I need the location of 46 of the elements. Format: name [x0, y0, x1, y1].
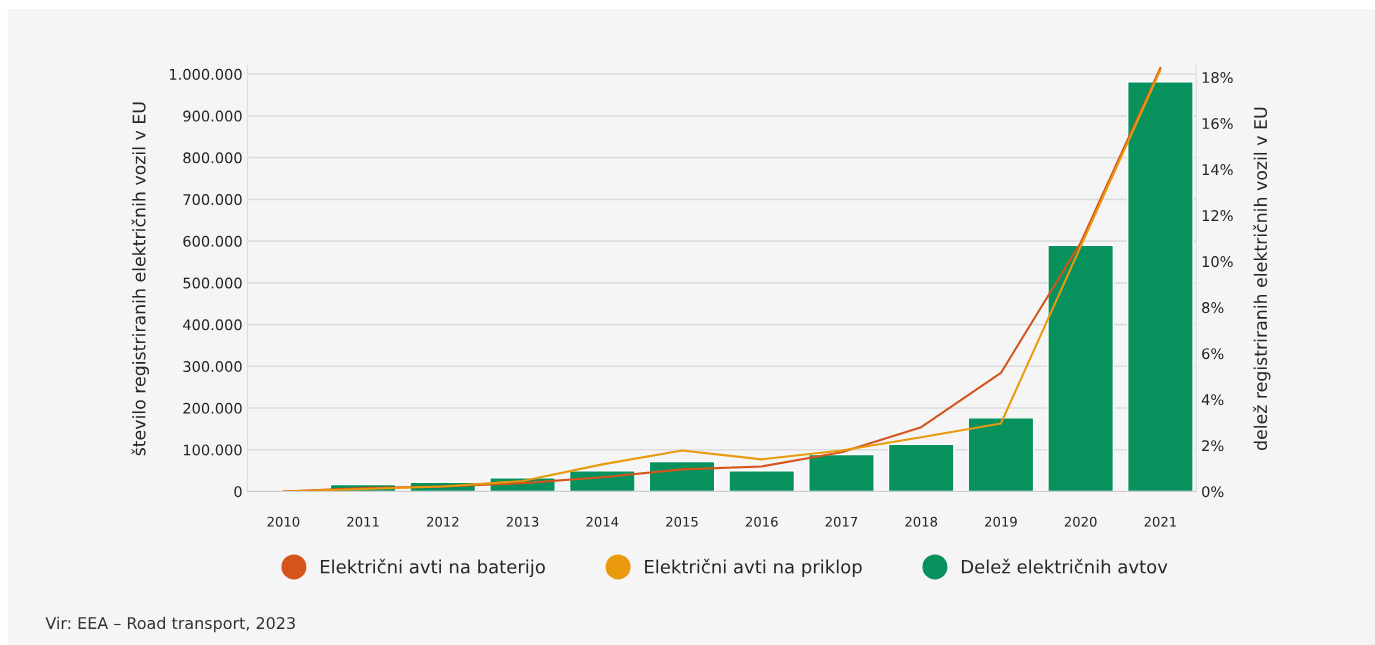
y-tick-label: 100.000 — [183, 444, 242, 456]
bar — [887, 443, 955, 492]
y-tick-label: 600.000 — [183, 235, 242, 247]
y-axis-title: število registriranih električnih vozil v EU — [131, 102, 149, 456]
y2-tick-label: 8% — [1202, 302, 1224, 314]
y-tick-label: 800.000 — [183, 152, 242, 164]
x-tick-label: 2012 — [427, 516, 459, 527]
y2-tick-label: 18% — [1202, 72, 1233, 84]
y2-tick-label: 6% — [1202, 348, 1224, 360]
legend-label: Električni avti na baterijo — [320, 558, 545, 578]
y-tick-label: 300.000 — [183, 361, 242, 373]
x-tick-label: 2015 — [666, 516, 698, 527]
bar — [967, 417, 1035, 492]
y2-tick-label: 16% — [1202, 118, 1233, 130]
y-tick-label: 400.000 — [183, 319, 242, 331]
x-tick-label: 2013 — [506, 516, 539, 527]
legend-label: Električni avti na priklop — [645, 558, 862, 578]
bar — [728, 470, 796, 492]
y2-tick-label: 10% — [1202, 256, 1233, 268]
x-tick-label: 2019 — [985, 516, 1017, 527]
text: Vir: EEA – Road transport, 2023 — [45, 616, 295, 633]
y2-tick-label: 2% — [1202, 440, 1224, 452]
y-tick-label: 500.000 — [183, 277, 242, 289]
x-tick-label: 2014 — [586, 516, 619, 527]
x-tick-label: 2017 — [825, 516, 858, 527]
x-tick-label: 2021 — [1144, 516, 1176, 527]
y2-tick-label: 12% — [1202, 210, 1233, 222]
y-tick-label: 1.000.000 — [170, 68, 242, 80]
x-tick-label: 2016 — [745, 516, 778, 527]
legend-label: Delež električnih avtov — [961, 558, 1168, 574]
y2-tick-label: 4% — [1201, 394, 1224, 406]
y-tick-label: 700.000 — [183, 194, 242, 206]
y2-tick-label: 14% — [1202, 164, 1233, 176]
bar — [808, 453, 875, 492]
x-tick-label: 2018 — [905, 516, 938, 527]
y2-axis-title: delež registriranih električnih vozil v EU — [1252, 107, 1271, 450]
y-tick-label: 0 — [234, 486, 242, 498]
y-tick-label: 900.000 — [183, 110, 242, 122]
bar — [1047, 244, 1115, 492]
x-tick-label: 2020 — [1064, 516, 1097, 527]
y-tick-label: 200.000 — [183, 402, 242, 414]
x-tick-label: 2010 — [267, 516, 300, 527]
bar — [648, 460, 716, 492]
x-tick-label: 2011 — [347, 516, 379, 527]
bar — [1126, 81, 1194, 492]
y2-tick-label: 0% — [1202, 486, 1224, 498]
